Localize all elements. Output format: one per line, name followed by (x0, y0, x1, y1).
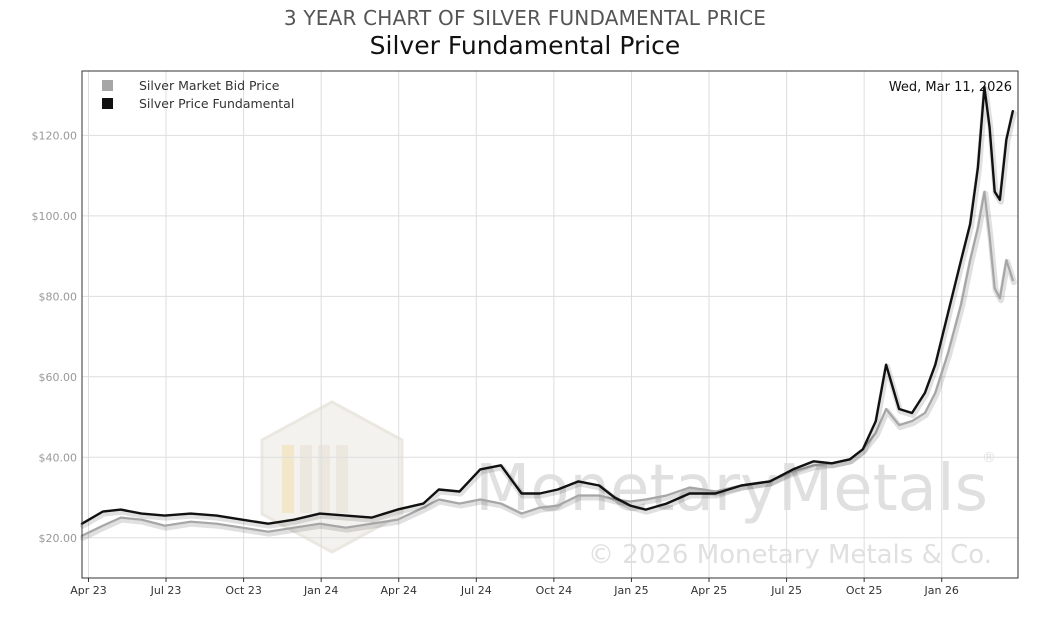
legend-swatch-market-bid (102, 80, 113, 91)
chart-title: Silver Fundamental Price (369, 31, 681, 60)
watermark-copyright: © 2026 Monetary Metals & Co. (588, 540, 992, 570)
watermark: MonetaryMetals ® © 2026 Monetary Metals … (260, 400, 996, 570)
legend-swatch-fundamental (102, 98, 113, 109)
watermark-logo-bar (282, 445, 294, 513)
date-label: Wed, Mar 11, 2026 (889, 80, 1012, 95)
x-tick-label: Apr 24 (380, 584, 417, 597)
x-tick-label: Oct 23 (225, 584, 262, 597)
watermark-logo-hexagon (260, 400, 404, 554)
y-tick-label: $60.00 (39, 371, 78, 384)
x-tick-label: Oct 25 (846, 584, 883, 597)
y-tick-label: $40.00 (39, 451, 78, 464)
y-axis: $20.00 $40.00 $60.00 $80.00 $100.00 $120.00 (32, 129, 78, 544)
x-tick-label: Jul 23 (150, 584, 182, 597)
legend-label-market-bid: Silver Market Bid Price (139, 78, 280, 93)
y-tick-label: $20.00 (39, 532, 78, 545)
grid (82, 71, 1018, 578)
x-tick-label: Jan 25 (613, 584, 648, 597)
series-layer (80, 85, 1017, 541)
x-axis: Apr 23 Jul 23 Oct 23 Jan 24 Apr 24 Jul 24 Oct … (70, 578, 959, 597)
x-tick-label: Jul 24 (460, 584, 492, 597)
series-line-market-bid (80, 190, 1014, 537)
watermark-logo-bar (318, 445, 330, 513)
x-tick-label: Jul 25 (770, 584, 802, 597)
x-tick-label: Jan 24 (303, 584, 338, 597)
y-tick-label: $100.00 (32, 210, 78, 223)
series-line-fundamental (80, 85, 1014, 525)
watermark-logo-bar (336, 445, 348, 513)
x-tick-label: Apr 25 (691, 584, 728, 597)
x-tick-label: Apr 23 (70, 584, 107, 597)
chart-supertitle: 3 YEAR CHART OF SILVER FUNDAMENTAL PRICE (283, 6, 767, 30)
plot-frame (81, 70, 1019, 579)
watermark-logo-bar (300, 445, 312, 513)
legend-label-fundamental: Silver Price Fundamental (139, 96, 294, 111)
x-tick-label: Jan 26 (923, 584, 958, 597)
series-shadow (80, 86, 1017, 529)
series-shadow (80, 190, 1017, 541)
y-tick-label: $120.00 (32, 129, 78, 142)
y-tick-label: $80.00 (39, 290, 78, 303)
legend: Silver Market Bid Price Silver Price Fun… (102, 78, 294, 111)
watermark-registered-mark: ® (982, 450, 996, 466)
x-tick-label: Oct 24 (536, 584, 573, 597)
